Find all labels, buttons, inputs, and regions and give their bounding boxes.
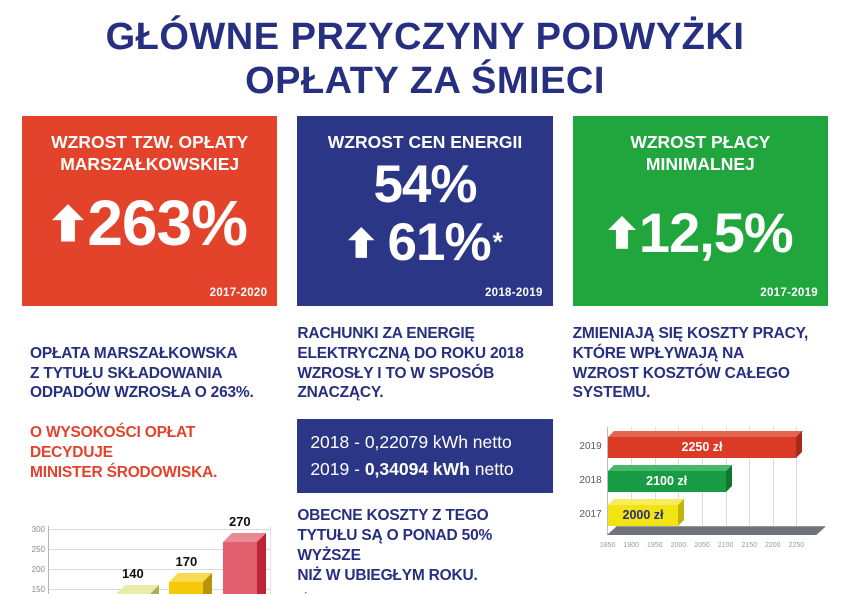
marshal-fee-text-navy: OPŁATA MARSZAŁKOWSKA Z TYTUŁU SKŁADOWANI…	[30, 344, 254, 402]
bar-value-label: 74,26	[63, 593, 96, 594]
arrow-up-icon	[52, 204, 85, 242]
bar-value-label: 270	[228, 514, 251, 530]
y-tick-250: 250	[31, 545, 45, 555]
heading-line: MINIMALNEJ	[645, 153, 755, 174]
stat-value: 263%	[87, 186, 248, 259]
wages-text: ZMIENIAJĄ SIĘ KOSZTY PRACY, KTÓRE WPŁYWA…	[572, 324, 809, 402]
hchart-plot: 1850 1900 1950 2000 2050 2100 2150 2200 2250 2019…	[579, 427, 820, 549]
card-energy-prices: WZROST CEN ENERGII 54% 61% * 2018-2019	[297, 115, 553, 306]
gridline-x-2150	[749, 427, 751, 527]
bar-column-2017: 74,26	[56, 526, 102, 594]
bar-2019	[169, 582, 204, 594]
wages-bar-chart: 1850 1900 1950 2000 2050 2100 2150 2200 2250 2019…	[573, 427, 828, 551]
card-wage-heading: WZROST PŁACY MINIMALNEJ	[573, 116, 828, 176]
price-value: 0,22079 kWh	[364, 432, 468, 453]
y-tick-300: 300	[31, 525, 45, 535]
bar-row-2018: 2018 2100 zł	[579, 471, 820, 493]
arrow-up-icon	[607, 216, 636, 249]
bar-2017: 2000 zł	[607, 505, 679, 527]
bar-column-2020: 270	[217, 514, 263, 594]
stat-54-percent: 54%	[297, 154, 552, 215]
stat-value: 54%	[373, 154, 477, 214]
marshal-fee-bar-chart: 74,26140170270 050100150200250300 201720…	[22, 512, 277, 594]
title-line-2: OPŁATY ZA ŚMIECI	[245, 60, 605, 103]
energy-price-box: 2018 - 0,22079 kWh netto 2019 - 0,34094 k…	[297, 419, 553, 494]
x-tick-1850: 1850	[599, 542, 616, 550]
page-title: GŁÓWNE PRZYCZYNY PODWYŻKI OPŁATY ZA ŚMIE…	[0, 0, 850, 104]
bar-2019: 2250 zł	[607, 437, 797, 459]
y-label-2017: 2017	[579, 509, 602, 521]
card-energy-heading: WZROST CEN ENERGII	[297, 116, 552, 154]
gridline-y-250	[49, 549, 271, 551]
gridline-x-2250	[796, 427, 798, 527]
gridline-y-200	[49, 569, 271, 571]
y-tick-150: 150	[31, 585, 45, 594]
column-energy: RACHUNKI ZA ENERGIĘ ELEKTRYCZNĄ DO ROKU …	[297, 324, 553, 594]
bar-row-2017: 2017 2000 zł	[579, 505, 820, 527]
price-line-2: 2019 - 0,34094 kWh netto	[310, 456, 539, 483]
card-marshal-fee: WZROST TZW. OPŁATY MARSZAŁKOWSKIEJ 263% …	[22, 115, 278, 306]
vchart-plot: 74,26140170270 050100150200250300	[32, 514, 272, 594]
period-label: 2017-2020	[209, 286, 268, 299]
footnote: *Średni 54% wzrost w skali całej GZM, 61…	[297, 593, 552, 594]
stat-61-percent: 61% *	[297, 212, 552, 273]
bar-value-label: 2000 zł	[622, 508, 664, 523]
stat-263-percent: 263%	[22, 186, 277, 260]
card-marshal-fee-heading: WZROST TZW. OPŁATY MARSZAŁKOWSKIEJ	[22, 116, 277, 176]
y-tick-200: 200	[31, 565, 45, 575]
period-label: 2017-2019	[760, 286, 818, 299]
heading-line: MARSZAŁKOWSKIEJ	[60, 153, 240, 174]
bar-column-2018: 140	[110, 526, 156, 594]
heading-line: WZROST CEN ENERGII	[327, 131, 523, 152]
bar-value-label: 170	[175, 554, 198, 570]
gridline-y-300	[49, 529, 271, 531]
heading-line: WZROST PŁACY	[630, 131, 771, 152]
stat-value: 61%	[387, 212, 492, 272]
x-tick-2250: 2250	[788, 542, 805, 550]
vchart-bars: 74,26 140 170 270	[49, 514, 270, 594]
x-tick-2000: 2000	[670, 542, 687, 550]
x-tick-2050: 2050	[694, 542, 710, 550]
bar-row-2019: 2019 2250 zł	[579, 437, 820, 459]
chart-floor	[607, 526, 826, 535]
column-wages: ZMIENIAJĄ SIĘ KOSZTY PRACY, KTÓRE WPŁYWA…	[573, 324, 828, 594]
stat-value: 12,5%	[638, 200, 794, 264]
price-unit: netto	[467, 432, 512, 453]
price-value: 0,34094 kWh	[364, 459, 470, 480]
arrow-up-icon	[348, 226, 375, 258]
marshal-fee-text-red: O WYSOKOŚCI OPŁAT DECYDUJE MINISTER ŚROD…	[30, 424, 218, 481]
energy-text-top: RACHUNKI ZA ENERGIĘ ELEKTRYCZNĄ DO ROKU …	[297, 324, 524, 402]
price-year: 2019 -	[310, 459, 365, 480]
bar-value-label: 2100 zł	[646, 474, 688, 489]
column-marshal-fee: OPŁATA MARSZAŁKOWSKA Z TYTUŁU SKŁADOWANI…	[22, 324, 277, 594]
marshal-fee-text: OPŁATA MARSZAŁKOWSKA Z TYTUŁU SKŁADOWANI…	[22, 324, 277, 502]
energy-text-bottom: OBECNE KOSZTY Z TEGO TYTUŁU SĄ O PONAD 5…	[297, 507, 493, 584]
bar-2018: 2100 zł	[607, 471, 726, 493]
y-label-2019: 2019	[579, 441, 602, 453]
price-line-1: 2018 - 0,22079 kWh netto	[310, 429, 539, 456]
x-tick-1950: 1950	[647, 542, 663, 550]
title-line-1: GŁÓWNE PRZYCZYNY PODWYŻKI	[105, 16, 745, 58]
stat-12-5-percent: 12,5%	[573, 200, 828, 265]
y-label-2018: 2018	[579, 475, 602, 487]
bar-value-label: 140	[122, 566, 144, 582]
x-tick-2100: 2100	[717, 542, 734, 550]
gridline-y-150	[49, 589, 271, 591]
x-tick-2150: 2150	[741, 542, 757, 550]
card-minimum-wage: WZROST PŁACY MINIMALNEJ 12,5% 2017-2019	[572, 115, 828, 306]
period-label: 2018-2019	[484, 286, 543, 299]
bar-2020	[222, 542, 257, 594]
price-year: 2018 -	[310, 432, 365, 453]
details-row: OPŁATA MARSZAŁKOWSKA Z TYTUŁU SKŁADOWANI…	[22, 324, 828, 594]
price-unit: netto	[469, 459, 514, 480]
x-tick-2200: 2200	[765, 542, 781, 550]
gridline-x-2200	[772, 427, 774, 527]
x-tick-1900: 1900	[623, 542, 640, 550]
bar-value-label: 2250 zł	[681, 440, 723, 455]
bar-column-2019: 170	[163, 526, 209, 594]
heading-line: WZROST TZW. OPŁATY	[51, 131, 249, 152]
stat-cards-row: WZROST TZW. OPŁATY MARSZAŁKOWSKIEJ 263% …	[22, 115, 828, 306]
